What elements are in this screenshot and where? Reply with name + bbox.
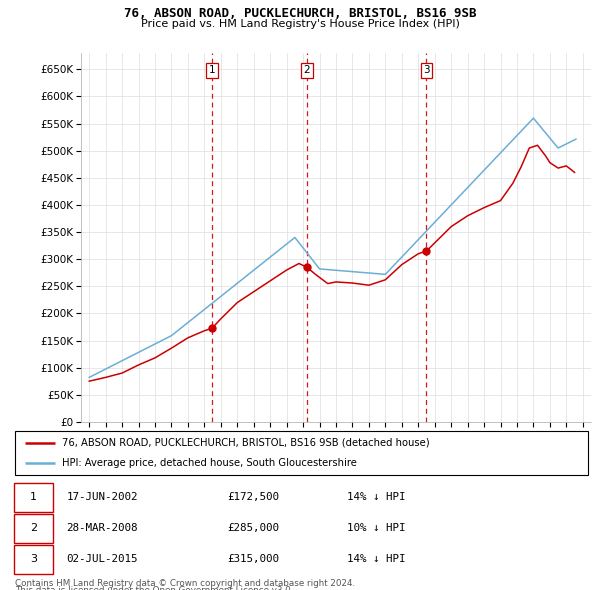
FancyBboxPatch shape [15, 431, 588, 475]
FancyBboxPatch shape [14, 514, 53, 543]
Text: 1: 1 [209, 65, 215, 76]
Text: HPI: Average price, detached house, South Gloucestershire: HPI: Average price, detached house, Sout… [62, 458, 357, 468]
Text: 14% ↓ HPI: 14% ↓ HPI [347, 492, 406, 502]
Text: 28-MAR-2008: 28-MAR-2008 [67, 523, 138, 533]
Text: 14% ↓ HPI: 14% ↓ HPI [347, 555, 406, 565]
Text: 1: 1 [30, 492, 37, 502]
Text: 2: 2 [30, 523, 37, 533]
Text: This data is licensed under the Open Government Licence v3.0.: This data is licensed under the Open Gov… [15, 586, 293, 590]
Text: 3: 3 [30, 555, 37, 565]
Text: Price paid vs. HM Land Registry's House Price Index (HPI): Price paid vs. HM Land Registry's House … [140, 19, 460, 30]
Text: £285,000: £285,000 [227, 523, 279, 533]
Text: £315,000: £315,000 [227, 555, 279, 565]
Text: 17-JUN-2002: 17-JUN-2002 [67, 492, 138, 502]
Text: Contains HM Land Registry data © Crown copyright and database right 2024.: Contains HM Land Registry data © Crown c… [15, 579, 355, 588]
Text: £172,500: £172,500 [227, 492, 279, 502]
FancyBboxPatch shape [14, 483, 53, 512]
Text: 3: 3 [423, 65, 430, 76]
Text: 76, ABSON ROAD, PUCKLECHURCH, BRISTOL, BS16 9SB (detached house): 76, ABSON ROAD, PUCKLECHURCH, BRISTOL, B… [62, 438, 430, 448]
Text: 10% ↓ HPI: 10% ↓ HPI [347, 523, 406, 533]
FancyBboxPatch shape [14, 545, 53, 574]
Text: 76, ABSON ROAD, PUCKLECHURCH, BRISTOL, BS16 9SB: 76, ABSON ROAD, PUCKLECHURCH, BRISTOL, B… [124, 7, 476, 20]
Text: 2: 2 [304, 65, 310, 76]
Text: 02-JUL-2015: 02-JUL-2015 [67, 555, 138, 565]
